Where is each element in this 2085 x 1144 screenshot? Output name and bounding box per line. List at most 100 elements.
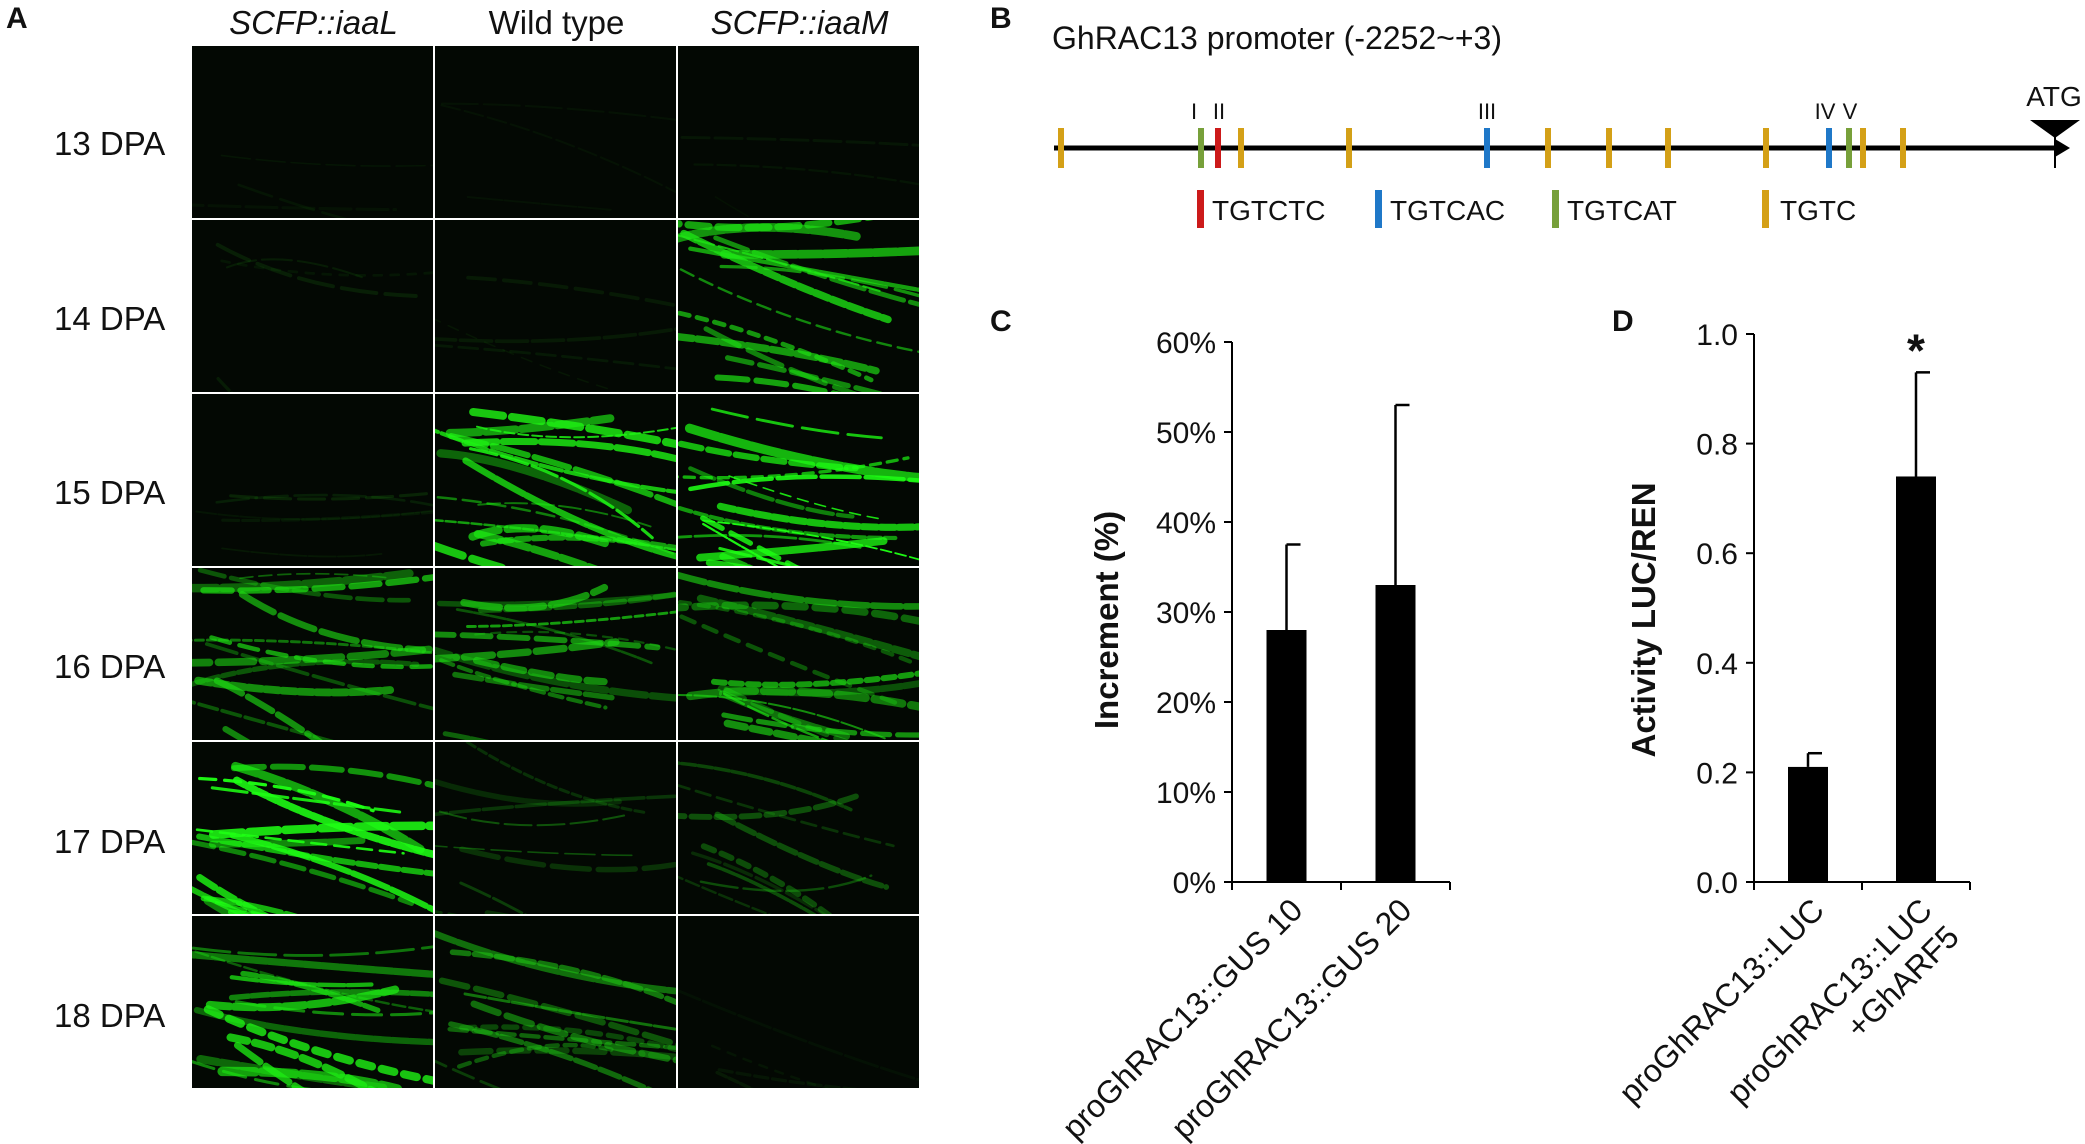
micrograph-cell xyxy=(678,568,919,740)
motif-tgtc-8 xyxy=(1860,128,1866,168)
column-header-iaal: SCFP::iaaL xyxy=(229,4,398,41)
micrograph-fiber-image xyxy=(678,568,919,740)
legend-label-tgtc: TGTC xyxy=(1780,195,1856,226)
row-label-14-dpa: 14 DPA xyxy=(54,300,166,337)
micrograph-cell xyxy=(678,916,919,1088)
column-header-iaam: SCFP::iaaM xyxy=(710,4,889,41)
legend-swatch-tgtcat xyxy=(1552,190,1559,228)
chart-d-x-tick-label: proGhRAC13::LUC+GhARF5 xyxy=(1720,891,1966,1137)
motif-tgtc-2 xyxy=(1238,128,1244,168)
chart-d-bar xyxy=(1788,766,1828,882)
chart-c-y-tick-label: 0% xyxy=(1173,867,1216,900)
micrograph-cell xyxy=(192,916,433,1088)
legend-label-tgtcat: TGTCAT xyxy=(1567,195,1677,226)
micrograph-cell xyxy=(678,394,919,566)
motif-label-i: I xyxy=(1191,99,1197,124)
chart-d-y-tick-label: 0.0 xyxy=(1696,867,1738,900)
micrograph-fiber-image xyxy=(435,394,676,566)
atg-marker-icon xyxy=(2030,120,2080,138)
chart-d-y-tick-label: 0.8 xyxy=(1696,429,1738,462)
micrograph-cell xyxy=(192,46,433,218)
motif-tgtcat-v xyxy=(1846,128,1852,168)
column-header-wild-type: Wild type xyxy=(488,4,625,41)
row-label-17-dpa: 17 DPA xyxy=(54,823,166,860)
chart-c-y-tick-label: 50% xyxy=(1156,417,1216,450)
micrograph-fiber-image xyxy=(435,742,676,914)
motif-tgtcac-iv xyxy=(1826,128,1832,168)
micrograph-fiber-image xyxy=(435,916,676,1088)
chart-c-y-tick-label: 10% xyxy=(1156,777,1216,810)
micrograph-fiber-image xyxy=(192,916,433,1088)
chart-c-y-tick-label: 40% xyxy=(1156,507,1216,540)
motif-tgtcat-i xyxy=(1198,128,1204,168)
micrograph-cell xyxy=(192,220,433,392)
micrograph-cell xyxy=(678,220,919,392)
chart-d-x-tick-label: proGhRAC13::LUC xyxy=(1612,891,1831,1110)
row-label-16-dpa: 16 DPA xyxy=(54,648,166,685)
motif-tgtc-6 xyxy=(1665,128,1671,168)
chart-c-y-tick-label: 20% xyxy=(1156,687,1216,720)
chart-c-bar xyxy=(1266,630,1307,882)
micrograph-cell xyxy=(435,46,676,218)
motif-tgtc-3 xyxy=(1346,128,1352,168)
micrograph-fiber-image xyxy=(678,394,919,566)
motif-label-iv: IV xyxy=(1815,99,1836,124)
chart-d-y-tick-label: 0.4 xyxy=(1696,648,1738,681)
micrograph-fiber-image xyxy=(435,46,676,218)
panel-d-letter: D xyxy=(1612,305,1634,338)
chart-c-bar xyxy=(1375,585,1416,882)
micrograph-grid xyxy=(192,44,921,1125)
promoter-arrowhead xyxy=(2055,139,2070,157)
chart-d: Activity LUC/REN 0.0 0.2 0.4 0.6 0.8 1.0 proGh… xyxy=(1612,319,1971,1137)
motif-label-ii: II xyxy=(1213,99,1225,124)
micrograph-fiber-image xyxy=(678,220,919,392)
promoter-title: GhRAC13 promoter (-2252~+3) xyxy=(1052,20,1502,56)
legend-swatch-tgtc xyxy=(1762,190,1769,228)
micrograph-cell xyxy=(678,46,919,218)
legend-swatch-tgtctc xyxy=(1197,190,1204,228)
chart-c-ylabel: Increment (%) xyxy=(1088,511,1125,729)
chart-c-y-tick-label: 60% xyxy=(1156,327,1216,360)
micrograph-cell xyxy=(678,742,919,914)
motif-tgtc-5 xyxy=(1606,128,1612,168)
motif-label-iii: III xyxy=(1478,99,1496,124)
motif-tgtc-4 xyxy=(1545,128,1551,168)
motif-tgtc-7 xyxy=(1763,128,1769,168)
panel-b-letter: B xyxy=(990,2,1012,35)
legend-swatch-tgtcac xyxy=(1375,190,1382,228)
motif-tgtcac-iii xyxy=(1484,128,1490,168)
micrograph-cell xyxy=(192,394,433,566)
micrograph-cell xyxy=(435,916,676,1088)
micrograph-fiber-image xyxy=(192,220,433,392)
promoter-diagram: ATG I II III IV V TGTCTC TGTCAC TGTCAT T… xyxy=(1054,81,2080,228)
motif-label-v: V xyxy=(1843,99,1858,124)
panel-c-letter: C xyxy=(990,305,1012,338)
legend-label-tgtcac: TGTCAC xyxy=(1390,195,1505,226)
chart-d-y-tick-label: 1.0 xyxy=(1696,319,1738,352)
legend-label-tgtctc: TGTCTC xyxy=(1212,195,1326,226)
micrograph-fiber-image xyxy=(678,46,919,218)
micrograph-fiber-image xyxy=(678,916,919,1088)
row-label-15-dpa: 15 DPA xyxy=(54,474,166,511)
chart-d-y-tick-label: 0.6 xyxy=(1696,538,1738,571)
micrograph-cell xyxy=(435,394,676,566)
micrograph-cell xyxy=(192,742,433,914)
chart-d-ylabel: Activity LUC/REN xyxy=(1625,482,1662,757)
micrograph-cell xyxy=(435,220,676,392)
micrograph-fiber-image xyxy=(192,394,433,566)
micrograph-cell xyxy=(435,742,676,914)
micrograph-fiber-image xyxy=(192,46,433,218)
micrograph-cell xyxy=(435,568,676,740)
micrograph-cell xyxy=(192,568,433,740)
motif-tgtc-9 xyxy=(1900,128,1906,168)
micrograph-fiber-image xyxy=(192,568,433,740)
micrograph-fiber-image xyxy=(192,742,433,914)
motif-tgtc-1 xyxy=(1058,128,1064,168)
micrograph-fiber-image xyxy=(435,220,676,392)
micrograph-fiber-image xyxy=(435,568,676,740)
chart-d-bar xyxy=(1896,476,1936,882)
chart-c: Increment (%) 0%10%20%30%40%50%60%proGhR… xyxy=(1055,327,1451,1144)
motif-tgtctc-ii xyxy=(1215,128,1221,168)
row-label-18-dpa: 18 DPA xyxy=(54,997,166,1034)
atg-label: ATG xyxy=(2026,81,2080,112)
